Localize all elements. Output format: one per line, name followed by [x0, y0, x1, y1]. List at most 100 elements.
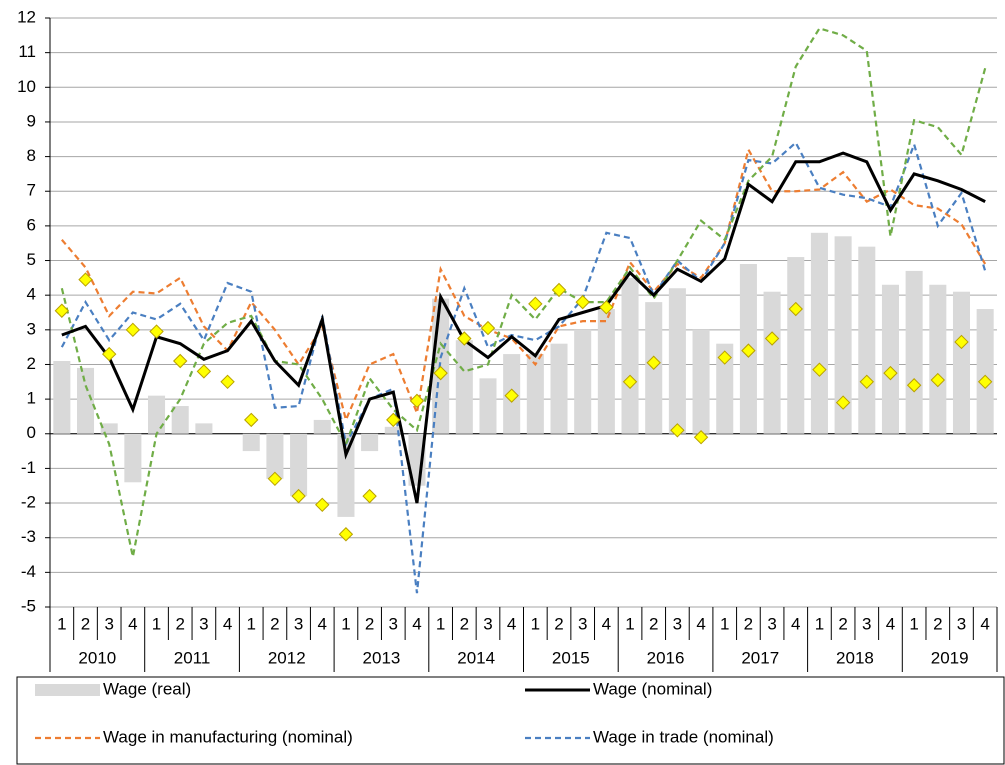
x-tick-label: 2: [649, 614, 658, 633]
x-tick-label: 1: [909, 614, 918, 633]
y-tick-label: -2: [21, 493, 36, 512]
diamond-marker: [741, 343, 756, 358]
x-tick-label: 4: [128, 614, 137, 633]
bar: [76, 367, 95, 434]
x-tick-label: 1: [815, 614, 824, 633]
bar: [810, 232, 828, 434]
diamond-marker: [457, 331, 472, 346]
diamond-marker: [267, 471, 283, 487]
bar: [242, 433, 260, 452]
bar: [124, 433, 142, 483]
y-tick-label: 10: [17, 77, 36, 96]
diamond-marker: [646, 355, 661, 370]
diamond-marker: [575, 294, 590, 310]
x-tick-label: 3: [862, 614, 871, 633]
year-label: 2012: [268, 648, 306, 667]
x-tick-label: 4: [223, 614, 232, 633]
year-label: 2011: [174, 648, 211, 667]
bar: [337, 433, 355, 517]
legend-label: Wage (real): [103, 679, 191, 698]
y-tick-label: 0: [27, 423, 36, 442]
x-tick-label: 1: [720, 614, 729, 633]
y-tick-label: 9: [27, 111, 36, 130]
diamond-marker: [599, 300, 614, 315]
x-tick-label: 3: [389, 614, 398, 633]
diamond-marker: [977, 374, 993, 390]
y-tick-label: 2: [27, 354, 36, 373]
line: [60, 27, 987, 557]
x-tick-label: 1: [57, 614, 66, 633]
bar: [171, 406, 189, 434]
year-label: 2014: [457, 648, 495, 667]
year-label: 2019: [931, 648, 969, 667]
diamond-marker: [764, 331, 780, 346]
diamond-marker: [338, 527, 354, 542]
diamond-marker: [480, 320, 496, 336]
x-tick-label: 2: [554, 614, 563, 633]
bar: [574, 329, 592, 434]
legend-label: Wage (nominal): [593, 679, 712, 698]
bar: [100, 423, 118, 434]
diamond-marker: [196, 364, 212, 379]
bar: [881, 284, 899, 434]
year-label: 2017: [741, 648, 779, 667]
y-tick-label: 8: [27, 146, 36, 165]
diamond-marker: [315, 497, 330, 512]
diamond-marker: [835, 395, 851, 410]
bar: [290, 433, 308, 497]
x-tick-label: 3: [767, 614, 776, 633]
diamond-marker: [78, 272, 93, 287]
y-tick-label: 6: [27, 215, 36, 234]
diamond-marker: [883, 365, 898, 381]
x-tick-label: 3: [957, 614, 966, 633]
diamond-marker: [291, 488, 306, 504]
diamond-marker: [504, 388, 519, 403]
diamond-marker: [409, 393, 425, 409]
bar: [668, 288, 686, 434]
legend-swatch: [35, 684, 100, 696]
year-label: 2015: [552, 648, 590, 667]
diamond-marker: [220, 374, 235, 390]
diamond-marker: [906, 378, 922, 393]
x-tick-label: 2: [460, 614, 469, 633]
bar: [384, 426, 402, 434]
y-tick-label: 3: [27, 319, 36, 338]
diamond-marker: [125, 322, 141, 338]
diamond-marker: [788, 301, 803, 317]
bar: [53, 361, 71, 434]
bar: [550, 343, 568, 434]
x-tick-label: 4: [507, 614, 516, 633]
x-tick-label: 4: [318, 614, 327, 633]
x-tick-label: 2: [175, 614, 184, 633]
y-tick-label: 11: [18, 42, 36, 61]
y-tick-label: 7: [27, 181, 36, 200]
x-tick-label: 3: [673, 614, 682, 633]
x-tick-label: 1: [436, 614, 445, 633]
bar: [952, 291, 971, 434]
diamond-marker: [244, 412, 259, 428]
bar: [526, 354, 544, 434]
year-label: 2010: [78, 648, 116, 667]
legend-label: Wage in trade (nominal): [593, 727, 774, 746]
y-tick-label: 12: [17, 7, 36, 26]
bar: [787, 257, 805, 434]
y-tick-label: 4: [27, 285, 36, 304]
bar: [834, 236, 852, 434]
y-tick-label: 1: [27, 389, 36, 408]
year-label: 2018: [836, 648, 874, 667]
y-tick-label: -3: [21, 527, 36, 546]
x-tick-label: 4: [886, 614, 895, 633]
diamond-marker: [433, 365, 448, 381]
x-tick-label: 3: [578, 614, 587, 633]
x-tick-label: 1: [152, 614, 161, 633]
bar: [455, 340, 473, 434]
bar: [905, 270, 923, 434]
year-label: 2013: [363, 648, 401, 667]
y-tick-label: -5: [21, 596, 36, 615]
y-tick-label: -4: [21, 562, 36, 581]
bar: [692, 329, 710, 434]
bar: [716, 343, 734, 434]
bar: [148, 395, 166, 434]
x-tick-label: 3: [483, 614, 492, 633]
diamond-marker: [149, 324, 164, 339]
